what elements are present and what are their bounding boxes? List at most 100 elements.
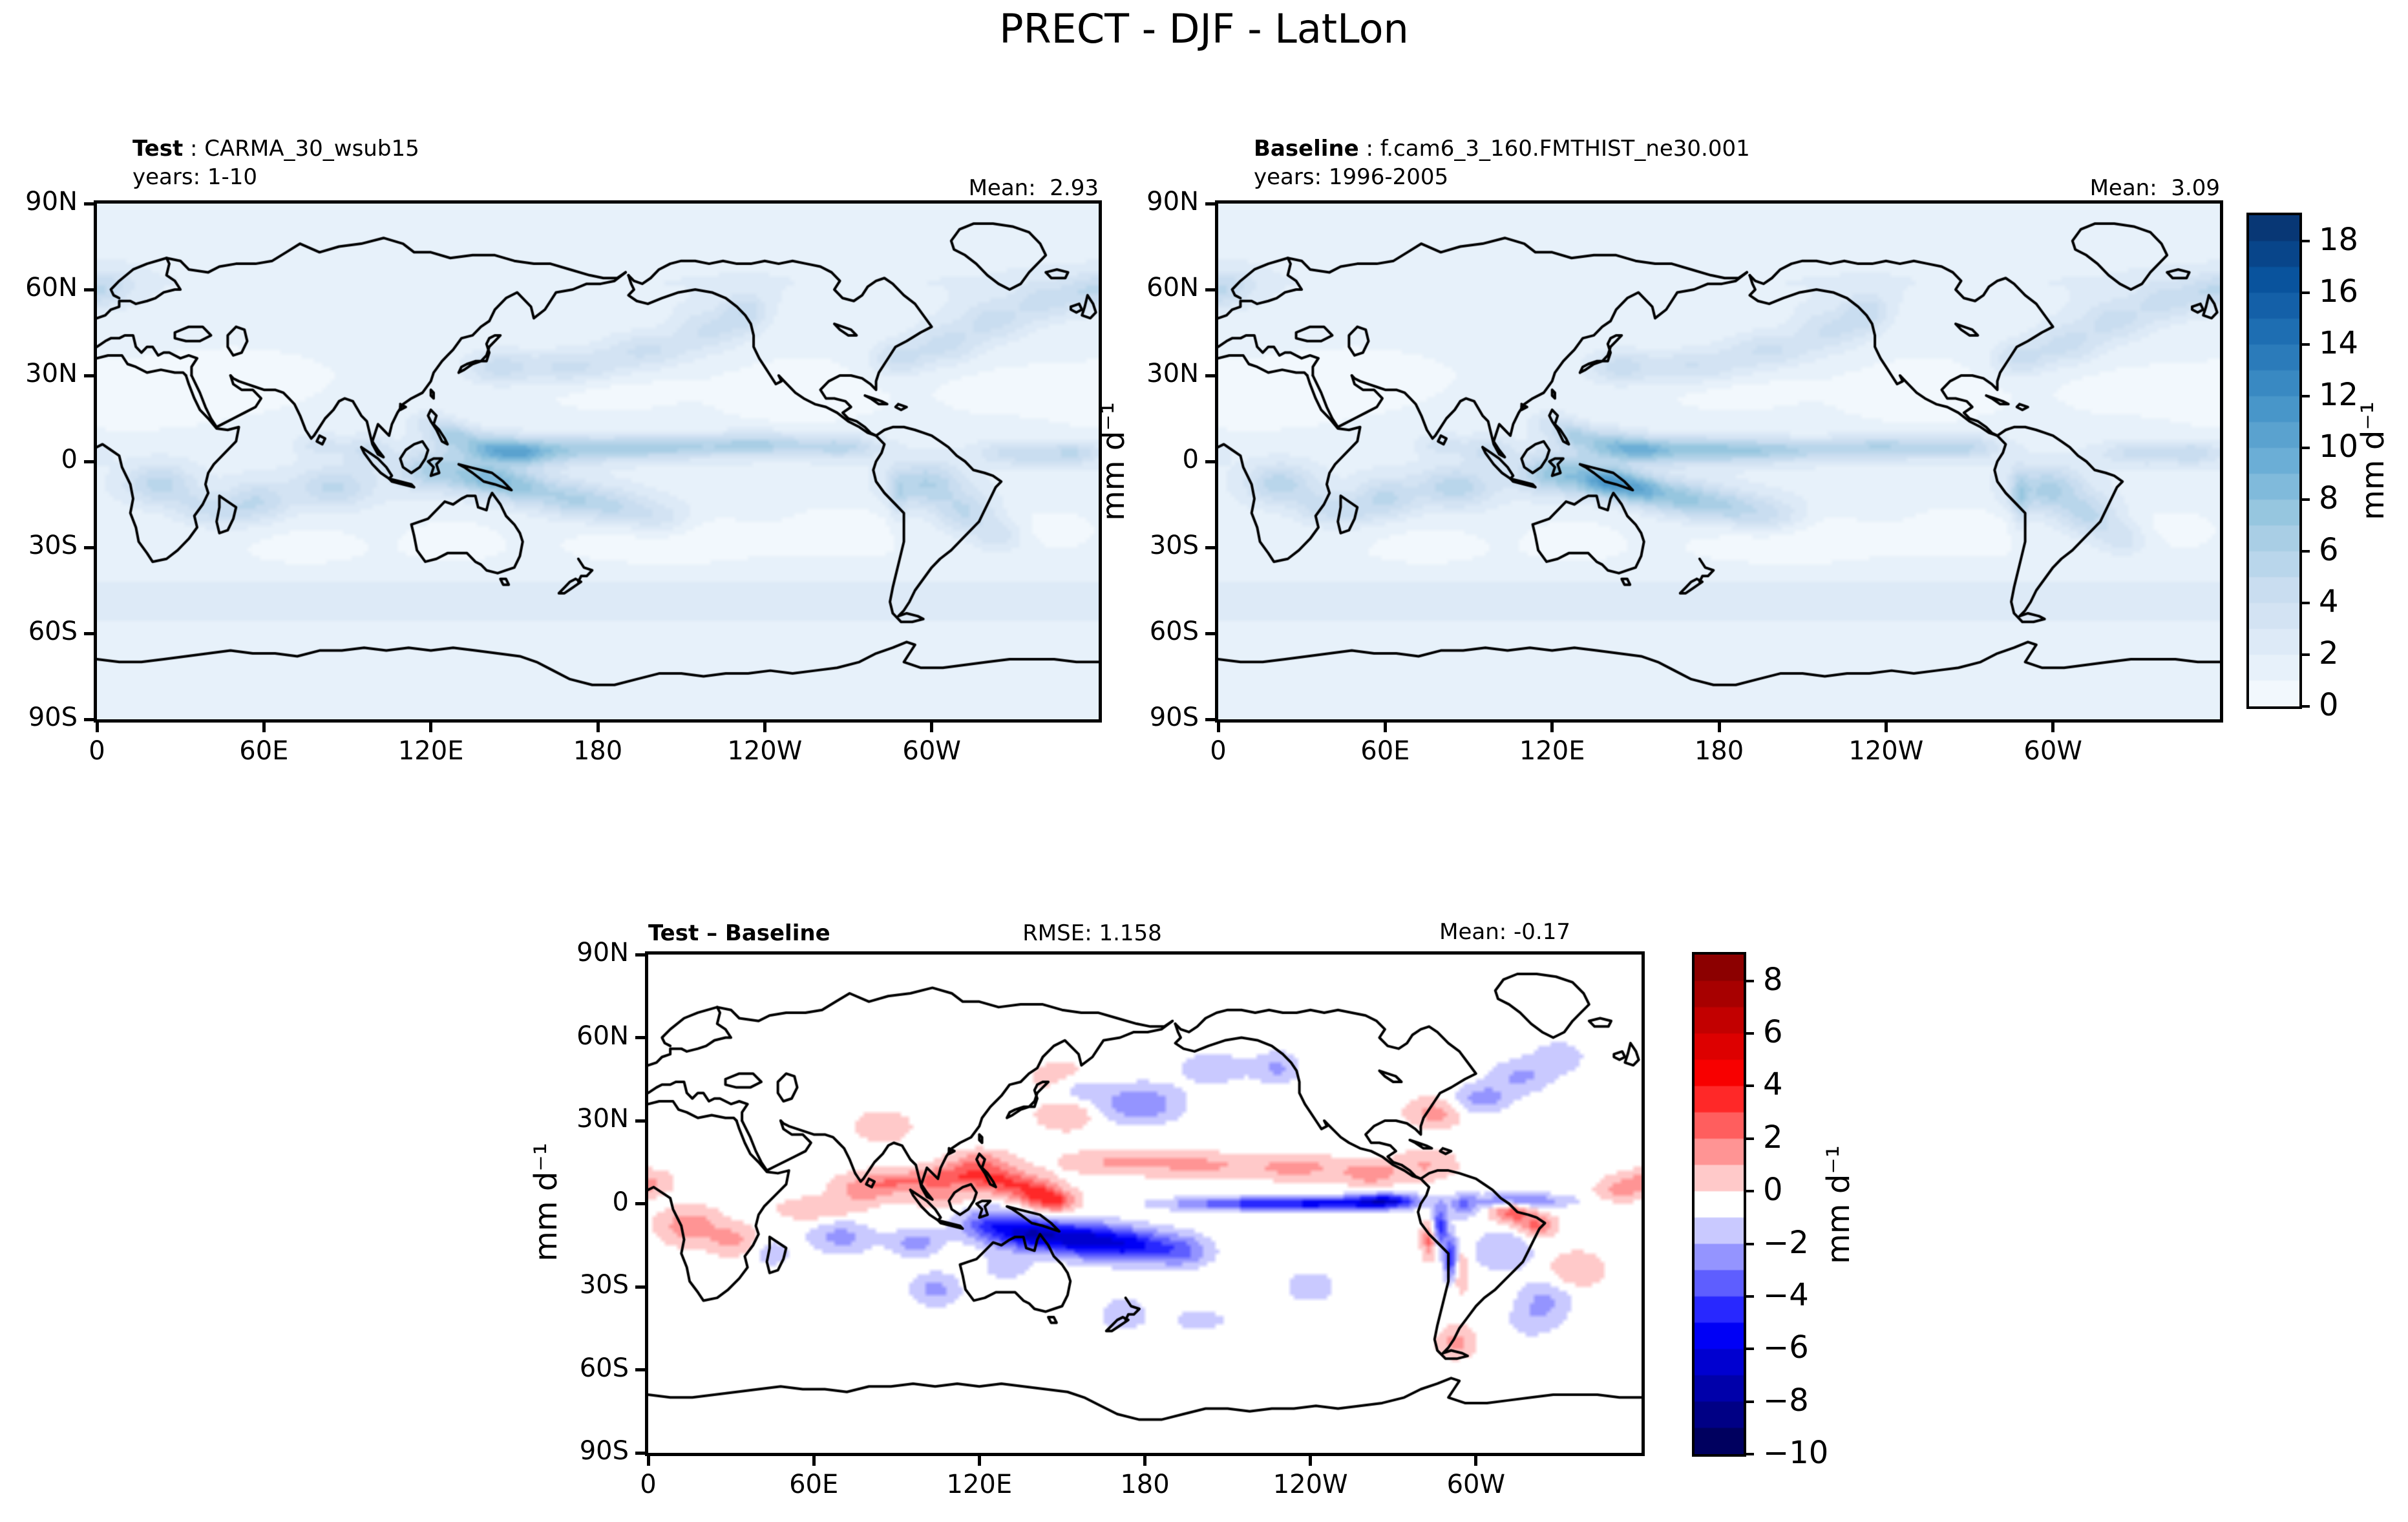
y-tick-mark	[635, 1036, 648, 1039]
x-tick-mark	[262, 719, 266, 732]
y-tick-label: 90N	[25, 187, 78, 217]
panel-baseline-header-case: : f.cam6_3_160.FMTHIST_ne30.001	[1358, 136, 1750, 162]
colorbar-tick-label: 6	[2319, 532, 2339, 568]
colorbar-tick-mark	[2299, 291, 2310, 294]
y-tick-mark	[1205, 202, 1218, 206]
x-tick-label: 60E	[789, 1470, 839, 1499]
y-tick-mark	[635, 1119, 648, 1123]
colorbar-tick-mark	[1744, 1453, 1754, 1455]
x-tick-mark	[930, 719, 934, 732]
diff-colorbar-label: mm d⁻¹	[1821, 1145, 1857, 1264]
colorbar-tick-mark	[2299, 705, 2310, 708]
y-tick-label: 60S	[28, 617, 78, 646]
colorbar-tick-label: 8	[2319, 480, 2339, 516]
y-tick-mark	[635, 1285, 648, 1289]
x-tick-label: 180	[1694, 736, 1744, 766]
x-tick-mark	[429, 719, 433, 732]
stat-mean: Mean: -0.17	[1439, 919, 1570, 945]
x-tick-mark	[1309, 1453, 1313, 1466]
colorbar-tick-label: −6	[1763, 1329, 1809, 1366]
colorbar-tick-mark	[2299, 653, 2310, 656]
x-tick-label: 60E	[1360, 736, 1410, 766]
x-tick-label: 180	[1120, 1470, 1170, 1499]
y-tick-mark	[1205, 460, 1218, 463]
y-tick-mark	[1205, 288, 1218, 291]
x-tick-mark	[812, 1453, 816, 1466]
x-tick-label: 0	[1210, 736, 1227, 766]
colorbar-tick-mark	[1744, 1032, 1754, 1035]
x-tick-mark	[1550, 719, 1554, 732]
x-tick-mark	[1474, 1453, 1478, 1466]
y-tick-label: 30S	[28, 531, 78, 560]
colorbar-tick-label: 2	[1763, 1119, 1783, 1156]
y-tick-mark	[1205, 374, 1218, 377]
diff-colorbar	[1692, 952, 1746, 1457]
x-tick-label: 120E	[946, 1470, 1013, 1499]
x-tick-label: 60W	[1446, 1470, 1506, 1499]
y-tick-label: 90S	[28, 703, 78, 732]
colorbar-tick-label: 14	[2319, 325, 2359, 361]
x-tick-mark	[646, 1453, 650, 1466]
y-tick-label: 60S	[579, 1353, 629, 1383]
panel-baseline-years: years: 1996-2005	[1254, 164, 1449, 190]
y-tick-mark	[1205, 717, 1218, 721]
y-tick-label: 60N	[25, 273, 78, 302]
baseline-map-panel	[1215, 200, 2223, 723]
x-tick-label: 60E	[239, 736, 289, 766]
y-tick-mark	[1205, 545, 1218, 549]
panel-diff-rmse: RMSE: 1.158	[1022, 920, 1162, 946]
y-tick-mark	[84, 374, 97, 377]
y-tick-label: 0	[1182, 445, 1199, 474]
colorbar-tick-mark	[1744, 1242, 1754, 1245]
colorbar-tick-mark	[1744, 1295, 1754, 1298]
x-tick-mark	[2051, 719, 2055, 732]
y-tick-label: 90N	[576, 938, 629, 967]
x-tick-mark	[95, 719, 99, 732]
x-tick-label: 120E	[1519, 736, 1585, 766]
panel-diff-header: Test – Baseline	[648, 920, 830, 946]
x-tick-mark	[1143, 1453, 1146, 1466]
baseline-y-axis-label: mm d⁻¹	[1095, 402, 1132, 521]
x-tick-label: 60W	[2023, 736, 2082, 766]
colorbar-tick-mark	[2299, 602, 2310, 604]
y-tick-label: 30N	[1146, 359, 1199, 388]
colorbar-tick-label: 16	[2319, 273, 2359, 310]
precip-colorbar	[2246, 213, 2302, 709]
colorbar-tick-label: −10	[1763, 1435, 1829, 1471]
colorbar-tick-label: 10	[2319, 428, 2359, 465]
y-tick-mark	[84, 202, 97, 206]
colorbar-tick-mark	[2299, 343, 2310, 346]
y-tick-label: 60S	[1149, 617, 1199, 646]
colorbar-tick-mark	[1744, 1348, 1754, 1351]
y-tick-mark	[84, 717, 97, 721]
colorbar-tick-label: 8	[1763, 961, 1783, 998]
y-tick-mark	[84, 460, 97, 463]
x-tick-label: 120W	[1273, 1470, 1348, 1499]
diff-coastline-canvas	[648, 955, 1642, 1453]
x-tick-mark	[596, 719, 600, 732]
colorbar-tick-label: 6	[1763, 1014, 1783, 1051]
x-tick-label: 120E	[397, 736, 464, 766]
y-tick-mark	[635, 1451, 648, 1455]
diff-y-axis-label: mm d⁻¹	[528, 1143, 564, 1262]
diff-map-panel	[645, 951, 1645, 1456]
x-tick-label: 0	[640, 1470, 657, 1499]
x-tick-label: 120W	[727, 736, 803, 766]
y-tick-label: 0	[61, 445, 78, 474]
test-coastline-canvas	[97, 204, 1099, 719]
x-tick-mark	[1383, 719, 1387, 732]
colorbar-tick-mark	[2299, 498, 2310, 501]
stat-mean: Mean: 3.09	[2089, 175, 2220, 201]
panel-test-header: Test : CARMA_30_wsub15	[132, 136, 419, 162]
colorbar-tick-label: 0	[1763, 1172, 1783, 1209]
panel-test-header-bold: Test	[132, 136, 184, 162]
y-tick-label: 30S	[579, 1270, 629, 1300]
baseline-coastline-canvas	[1218, 204, 2220, 719]
y-tick-mark	[635, 1368, 648, 1371]
panel-baseline-header-bold: Baseline	[1254, 136, 1359, 162]
x-tick-mark	[763, 719, 766, 732]
x-tick-mark	[1717, 719, 1721, 732]
colorbar-tick-mark	[1744, 1084, 1754, 1088]
colorbar-tick-mark	[1744, 1190, 1754, 1193]
